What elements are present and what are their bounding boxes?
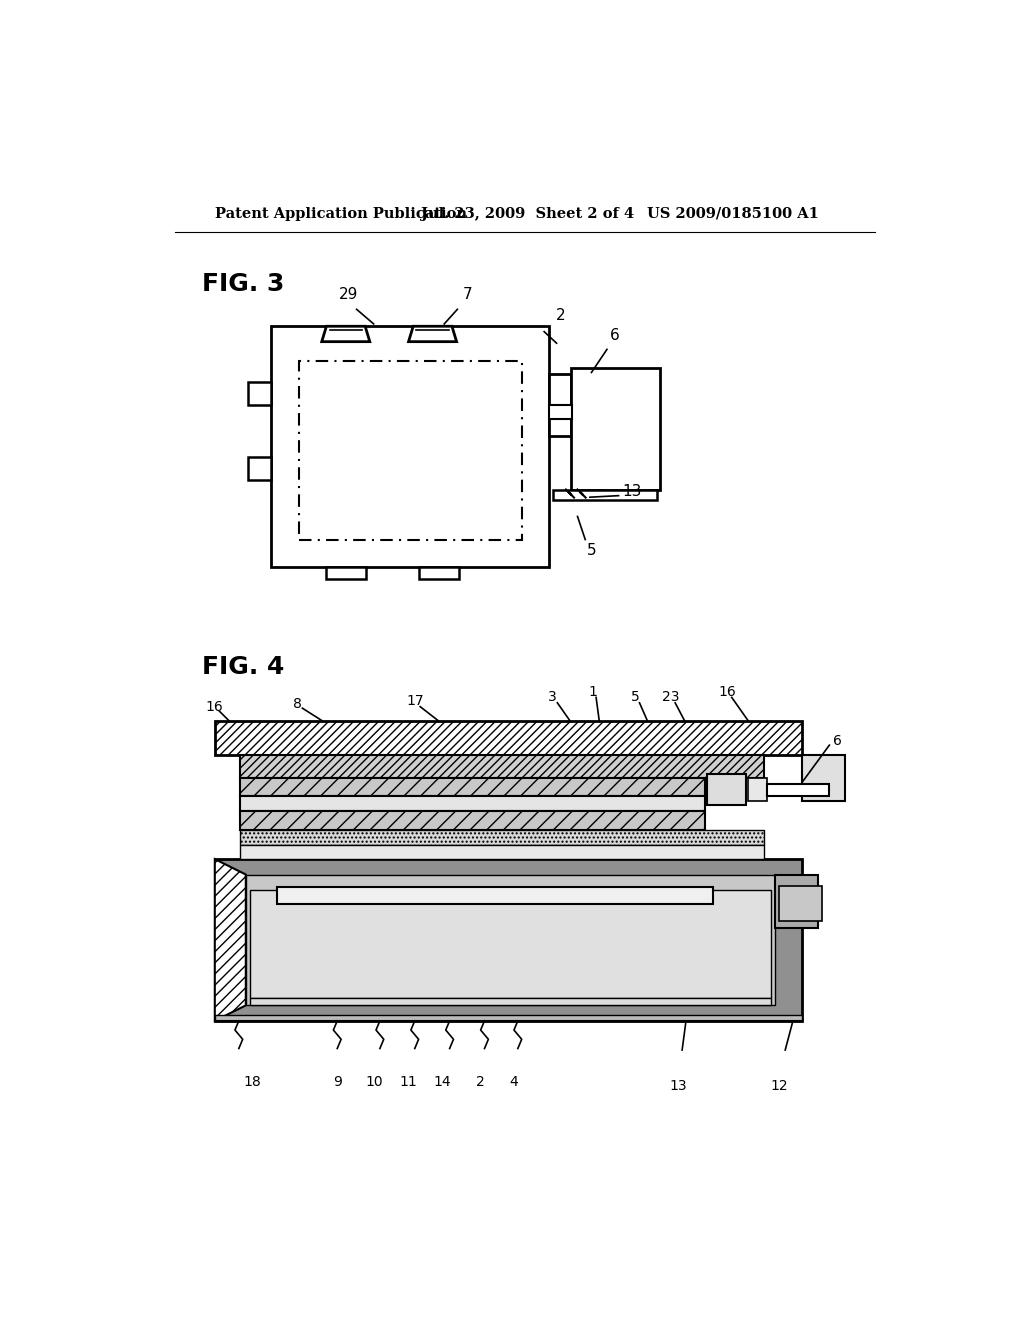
Bar <box>779 886 821 921</box>
Text: Patent Application Publication: Patent Application Publication <box>215 207 467 220</box>
Bar <box>802 755 845 801</box>
Text: 16: 16 <box>718 685 736 700</box>
Bar <box>248 457 271 480</box>
Text: 5: 5 <box>631 690 640 705</box>
Bar <box>707 775 745 805</box>
Text: 3: 3 <box>548 690 557 705</box>
Bar <box>748 779 767 801</box>
Text: 8: 8 <box>293 697 301 710</box>
Bar <box>241 812 706 830</box>
Bar <box>553 490 657 500</box>
Text: FIG. 3: FIG. 3 <box>202 272 284 296</box>
Text: 4: 4 <box>510 1074 518 1089</box>
Polygon shape <box>322 326 370 342</box>
Bar <box>570 368 659 490</box>
Text: 13: 13 <box>623 483 642 499</box>
Text: 7: 7 <box>463 286 472 302</box>
Text: US 2009/0185100 A1: US 2009/0185100 A1 <box>647 207 819 220</box>
Bar <box>549 374 570 436</box>
Text: 2: 2 <box>476 1074 485 1089</box>
Text: 18: 18 <box>243 1074 261 1089</box>
Text: 1: 1 <box>589 685 597 700</box>
Bar <box>215 1015 802 1020</box>
Text: 2: 2 <box>556 308 565 323</box>
Text: 16: 16 <box>206 700 223 714</box>
Bar <box>250 890 771 998</box>
Text: 6: 6 <box>834 734 842 747</box>
Bar <box>215 721 802 755</box>
Bar <box>775 875 818 928</box>
Polygon shape <box>409 326 457 342</box>
Bar <box>250 998 771 1006</box>
Text: 11: 11 <box>399 1074 418 1089</box>
Bar <box>271 326 549 566</box>
Text: 23: 23 <box>662 690 679 705</box>
Polygon shape <box>215 859 246 1020</box>
Bar <box>246 875 775 1006</box>
Bar <box>767 784 829 796</box>
Text: 14: 14 <box>433 1074 451 1089</box>
Text: 17: 17 <box>406 694 424 709</box>
Text: 6: 6 <box>610 329 620 343</box>
Bar <box>248 381 271 405</box>
Text: FIG. 4: FIG. 4 <box>202 655 284 678</box>
Text: 13: 13 <box>670 1078 687 1093</box>
Text: 29: 29 <box>339 286 358 302</box>
Text: Jul. 23, 2009  Sheet 2 of 4: Jul. 23, 2009 Sheet 2 of 4 <box>421 207 634 220</box>
Bar <box>326 566 366 579</box>
Bar <box>241 779 706 796</box>
Text: 9: 9 <box>333 1074 342 1089</box>
Text: 5: 5 <box>587 544 596 558</box>
Bar <box>241 845 764 859</box>
Bar <box>241 796 706 812</box>
Bar <box>299 360 521 540</box>
Text: 10: 10 <box>366 1074 383 1089</box>
Bar <box>419 566 459 579</box>
Text: 12: 12 <box>770 1078 787 1093</box>
Bar <box>276 887 713 904</box>
Bar <box>215 859 802 1020</box>
Bar <box>549 405 572 418</box>
Bar <box>241 830 764 845</box>
Bar <box>241 755 764 779</box>
